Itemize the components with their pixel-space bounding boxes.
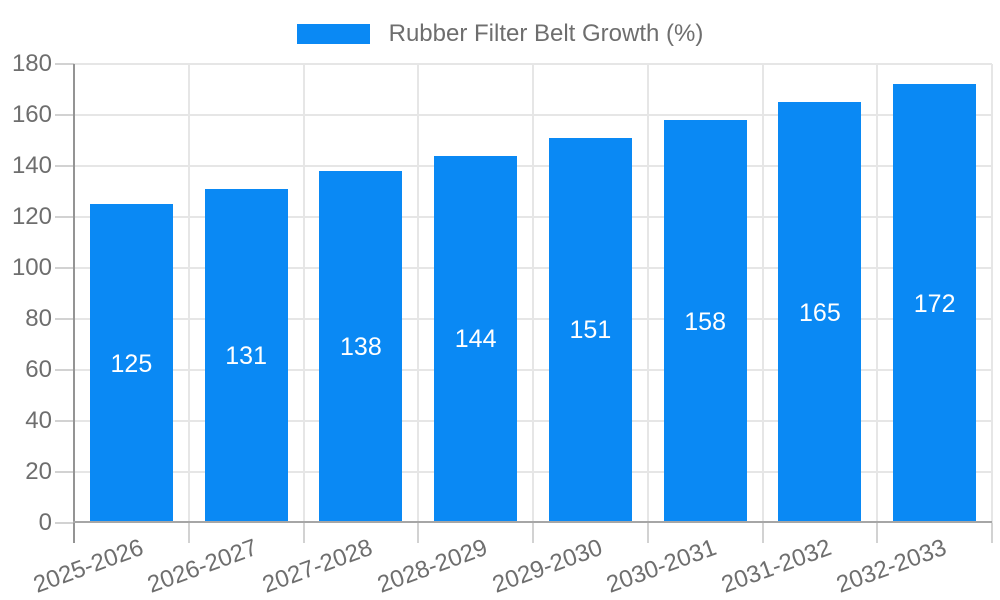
x-axis-label: 2028-2029 bbox=[373, 534, 491, 599]
bar[interactable] bbox=[663, 120, 747, 523]
bar[interactable] bbox=[204, 188, 288, 523]
y-tick-mark bbox=[55, 114, 74, 116]
bar-value-label: 151 bbox=[569, 316, 612, 345]
y-tick-label: 80 bbox=[25, 305, 52, 332]
y-tick-mark bbox=[55, 420, 74, 422]
x-axis-label: 2029-2030 bbox=[488, 534, 606, 599]
y-tick-label: 20 bbox=[25, 458, 52, 485]
bar-value-label: 172 bbox=[913, 289, 956, 318]
bar[interactable] bbox=[778, 102, 862, 523]
x-gridline bbox=[532, 64, 534, 523]
x-gridline bbox=[761, 64, 764, 523]
x-gridline bbox=[991, 64, 993, 523]
x-gridline bbox=[876, 64, 879, 523]
y-tick-label: 40 bbox=[25, 407, 52, 434]
bar-value-label: 165 bbox=[799, 298, 841, 327]
y-tick-mark bbox=[55, 318, 74, 320]
y-tick-mark bbox=[55, 63, 74, 65]
bar[interactable] bbox=[319, 171, 403, 523]
x-axis-label: 2030-2031 bbox=[603, 534, 721, 599]
x-gridline bbox=[187, 64, 190, 523]
x-axis-label: 2032-2033 bbox=[832, 534, 950, 599]
x-gridline bbox=[302, 64, 305, 523]
x-tick-mark bbox=[761, 523, 764, 543]
x-axis-label: 2025-2026 bbox=[29, 534, 147, 599]
y-tick-mark bbox=[55, 369, 74, 371]
x-gridline bbox=[417, 64, 420, 523]
bar-value-label: 144 bbox=[454, 325, 497, 354]
bar[interactable] bbox=[89, 204, 173, 523]
y-tick-mark bbox=[55, 267, 74, 269]
plot-area: 125 131 138 144 151 158 165 172 bbox=[74, 63, 993, 523]
legend: Rubber Filter Belt Growth (%) bbox=[0, 20, 1000, 48]
legend-item[interactable]: Rubber Filter Belt Growth (%) bbox=[296, 20, 704, 48]
y-tick-label: 140 bbox=[11, 152, 52, 179]
y-tick-mark bbox=[55, 522, 74, 524]
y-tick-mark bbox=[55, 471, 74, 473]
y-tick-mark bbox=[55, 165, 74, 167]
y-tick-label: 120 bbox=[11, 203, 52, 230]
x-tick-mark bbox=[417, 523, 420, 543]
x-tick-mark bbox=[991, 523, 993, 543]
bar-value-label: 138 bbox=[340, 333, 382, 362]
x-tick-mark bbox=[876, 523, 879, 543]
y-tick-label: 180 bbox=[11, 50, 52, 77]
bar-value-label: 158 bbox=[684, 307, 726, 336]
x-tick-mark bbox=[302, 523, 305, 543]
x-tick-mark bbox=[532, 523, 534, 543]
y-tick-label: 0 bbox=[38, 509, 52, 536]
bar[interactable] bbox=[893, 84, 977, 523]
bar-value-label: 125 bbox=[110, 349, 153, 378]
y-tick-label: 60 bbox=[25, 356, 52, 383]
x-axis-label: 2026-2027 bbox=[144, 534, 262, 599]
bar[interactable] bbox=[548, 137, 632, 523]
y-axis-line bbox=[73, 64, 75, 543]
bar[interactable] bbox=[434, 155, 518, 523]
x-tick-mark bbox=[646, 523, 649, 543]
x-tick-mark bbox=[187, 523, 190, 543]
y-tick-label: 100 bbox=[11, 254, 52, 281]
legend-swatch-icon bbox=[296, 24, 370, 44]
bar-value-label: 131 bbox=[225, 341, 267, 370]
legend-label: Rubber Filter Belt Growth (%) bbox=[388, 20, 704, 47]
x-axis-label: 2027-2028 bbox=[259, 534, 377, 599]
x-axis-baseline bbox=[73, 521, 992, 523]
x-gridline bbox=[646, 64, 649, 523]
y-tick-mark bbox=[55, 216, 74, 218]
x-axis-label: 2031-2032 bbox=[718, 534, 836, 599]
y-tick-label: 160 bbox=[11, 101, 52, 128]
